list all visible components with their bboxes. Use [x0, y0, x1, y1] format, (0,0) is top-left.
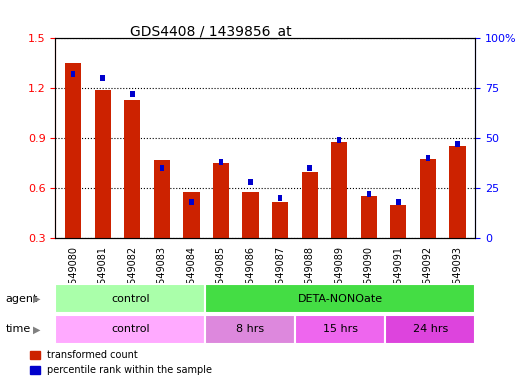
Bar [301, 172, 318, 238]
Text: ▶: ▶ [33, 293, 41, 304]
Text: ▶: ▶ [33, 324, 41, 334]
Bar [337, 137, 342, 143]
Bar [396, 199, 401, 205]
Bar [219, 159, 223, 165]
Bar [154, 160, 170, 238]
Bar [183, 192, 200, 238]
Bar [213, 163, 229, 238]
Bar [100, 75, 105, 81]
Text: 8 hrs: 8 hrs [236, 324, 265, 334]
Bar [366, 191, 371, 197]
Bar [124, 100, 140, 238]
Bar [248, 179, 253, 185]
Text: GDS4408 / 1439856_at: GDS4408 / 1439856_at [130, 25, 292, 39]
Bar [65, 63, 81, 238]
Text: control: control [111, 324, 150, 334]
Bar [307, 165, 312, 171]
Text: agent: agent [5, 293, 37, 304]
Bar [420, 159, 436, 238]
Bar [71, 71, 76, 77]
Text: DETA-NONOate: DETA-NONOate [298, 293, 383, 304]
Text: 24 hrs: 24 hrs [412, 324, 448, 334]
Bar [242, 192, 259, 238]
Bar [390, 205, 407, 238]
Text: control: control [111, 293, 150, 304]
Legend: transformed count, percentile rank within the sample: transformed count, percentile rank withi… [26, 346, 216, 379]
Bar [426, 155, 430, 161]
Bar [331, 142, 347, 238]
Bar [455, 141, 460, 147]
Text: 15 hrs: 15 hrs [323, 324, 358, 334]
Bar [95, 90, 111, 238]
Bar [130, 91, 135, 97]
Bar [361, 195, 377, 238]
Bar [278, 195, 282, 201]
Bar [272, 202, 288, 238]
Bar [189, 199, 194, 205]
Bar [449, 146, 466, 238]
Text: time: time [5, 324, 31, 334]
Bar [159, 165, 164, 171]
